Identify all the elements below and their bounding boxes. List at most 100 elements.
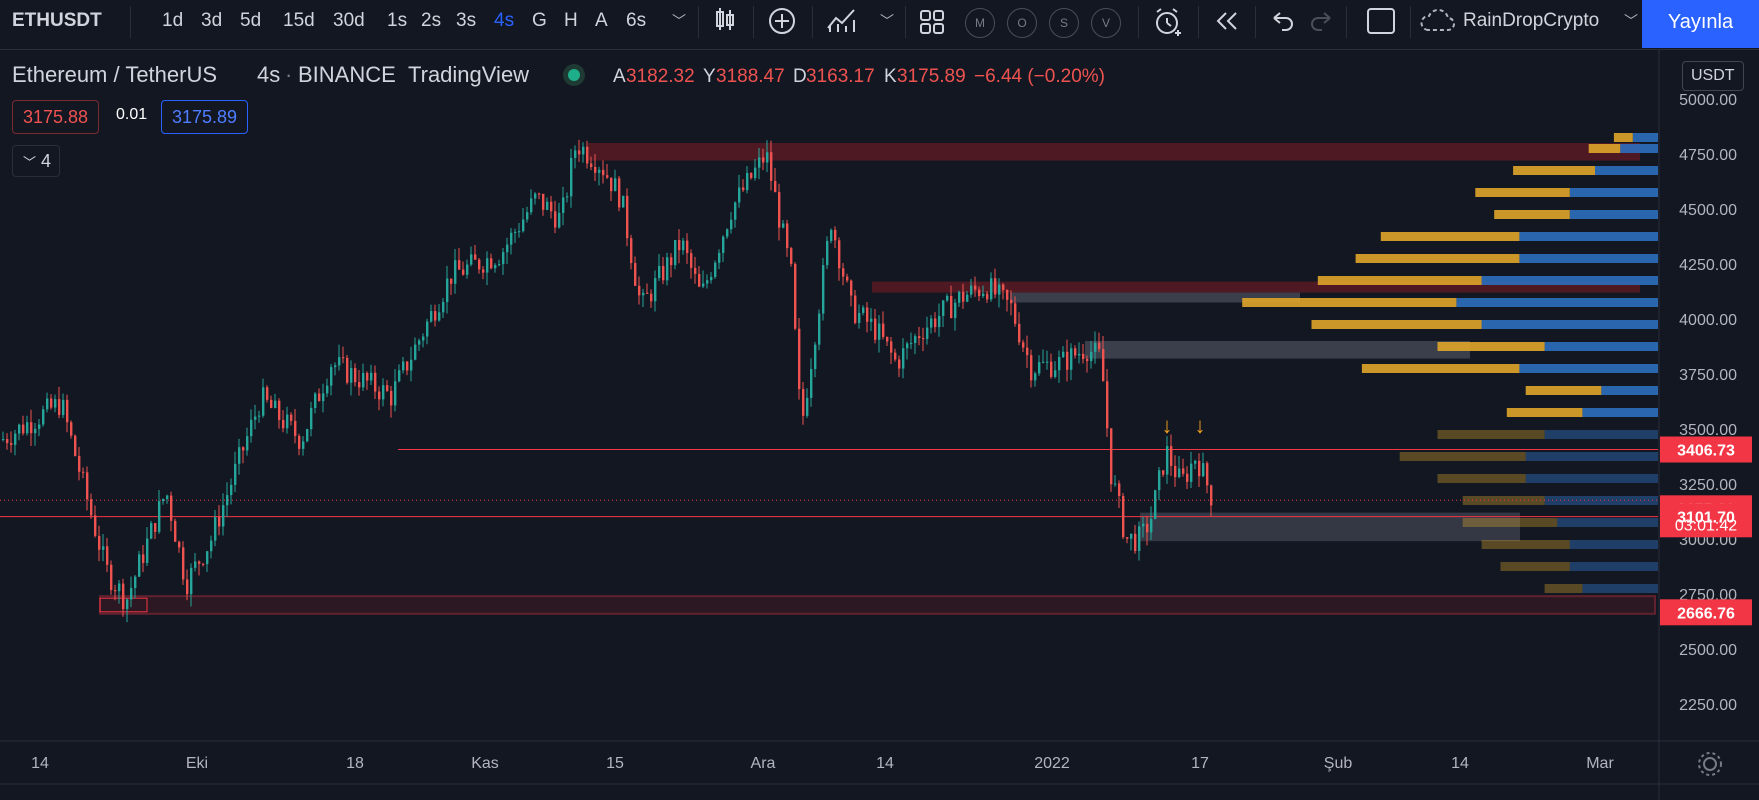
circle-button-s[interactable]: S [1049, 8, 1079, 38]
candle-body [478, 259, 481, 270]
layout-chevron-icon[interactable]: ﹀ [1624, 13, 1638, 29]
candle-body [1198, 460, 1201, 477]
candle-body [218, 517, 221, 527]
interval-H[interactable]: H [564, 10, 578, 31]
circle-button-o[interactable]: O [1007, 8, 1037, 38]
settings-gear-icon[interactable] [1692, 748, 1728, 785]
layout-name[interactable]: RainDropCrypto [1463, 10, 1600, 31]
candle-body [1002, 284, 1005, 290]
interval-2s[interactable]: 2s [421, 10, 442, 31]
candle-body [170, 495, 173, 521]
time-axis-tick: 15 [606, 755, 624, 772]
templates-icon[interactable] [919, 0, 945, 42]
candle-body [670, 257, 673, 266]
candle-body [126, 599, 129, 609]
candle-body [1090, 351, 1093, 362]
time-axis-tick: 14 [1451, 755, 1469, 772]
candle-body [174, 520, 177, 542]
candle-body [1158, 470, 1161, 491]
sell-price-button[interactable]: 3175.88 [12, 100, 100, 134]
interval-G[interactable]: G [532, 10, 547, 31]
fullscreen-icon[interactable] [1366, 0, 1396, 42]
candle-body [230, 484, 233, 496]
candle-body [574, 150, 577, 158]
divider [905, 6, 906, 38]
interval-dropdown-icon[interactable]: ﹀ [672, 13, 686, 29]
candle-body [622, 195, 625, 208]
price-axis-tick: 4750.00 [1679, 147, 1737, 164]
candle-body [1022, 342, 1025, 348]
vp-bar-up [1481, 540, 1570, 549]
candle-body [914, 336, 917, 344]
vp-bar-up [1311, 320, 1482, 329]
candle-body [410, 359, 413, 371]
candle-body [382, 385, 385, 400]
symbol-search[interactable]: ETHUSDT [12, 10, 102, 31]
buy-price-button[interactable]: 3175.89 [161, 100, 249, 134]
candle-body [654, 278, 657, 302]
interval-30d[interactable]: 30d [333, 10, 365, 31]
candle-body [1206, 463, 1209, 486]
candle-body [186, 579, 189, 595]
interval-A[interactable]: A [595, 10, 608, 31]
candle-type-icon[interactable] [712, 0, 738, 42]
interval-3d[interactable]: 3d [201, 10, 223, 31]
interval-4s[interactable]: 4s [494, 10, 515, 31]
vp-bar-up [1544, 584, 1583, 593]
candle-body [162, 499, 165, 502]
candle-body [614, 178, 617, 192]
vp-bar-up [1437, 430, 1545, 439]
vp-bar-down [1632, 133, 1658, 142]
candle-body [594, 167, 597, 173]
candle-body [198, 561, 201, 564]
cloud-icon[interactable] [1420, 0, 1456, 42]
candle-body [414, 344, 417, 360]
candle-body [646, 292, 649, 294]
candle-body [1018, 323, 1021, 343]
redo-icon[interactable] [1308, 0, 1336, 42]
candle-body [774, 180, 777, 193]
interval-5d[interactable]: 5d [240, 10, 262, 31]
circle-button-v[interactable]: V [1091, 8, 1121, 38]
interval-6s[interactable]: 6s [626, 10, 647, 31]
publish-button[interactable]: Yayınla [1642, 0, 1759, 48]
candle-body [878, 323, 881, 340]
candle-body [242, 447, 245, 451]
interval-15d[interactable]: 15d [283, 10, 315, 31]
candle-body [754, 167, 757, 179]
candle-body [890, 341, 893, 353]
candle-body [26, 422, 29, 434]
candle-body [554, 211, 557, 228]
candle-body [1050, 361, 1053, 377]
divider [1255, 6, 1256, 38]
high-value: 3188.47 [716, 66, 785, 87]
vp-bar-up [1513, 166, 1595, 175]
candle-body [522, 219, 525, 232]
candle-body [22, 424, 25, 434]
candle-body [366, 372, 369, 381]
indicators-icon[interactable] [826, 0, 858, 42]
vp-bar-up [1506, 408, 1583, 417]
circle-button-m[interactable]: M [965, 8, 995, 38]
add-icon[interactable] [767, 0, 797, 42]
candle-body [390, 390, 393, 406]
interval-1s[interactable]: 1s [387, 10, 408, 31]
vp-bar-down [1569, 562, 1658, 571]
candle-body [894, 352, 897, 360]
candle-body [910, 343, 913, 345]
candle-body [1114, 483, 1117, 485]
currency-selector[interactable]: USDT [1682, 61, 1744, 91]
candle-body [374, 372, 377, 392]
candle-body [986, 293, 989, 300]
replay-icon[interactable] [1212, 0, 1242, 42]
alarm-clock-icon[interactable] [1152, 0, 1184, 42]
indicators-collapse-button[interactable]: ﹀ 4 [12, 145, 60, 177]
interval-1d[interactable]: 1d [162, 10, 184, 31]
candle-body [394, 381, 397, 406]
undo-icon[interactable] [1268, 0, 1296, 42]
interval-3s[interactable]: 3s [456, 10, 477, 31]
chevron-down-icon[interactable]: ﹀ [880, 13, 894, 29]
candle-body [634, 263, 637, 286]
candle-body [950, 296, 953, 319]
